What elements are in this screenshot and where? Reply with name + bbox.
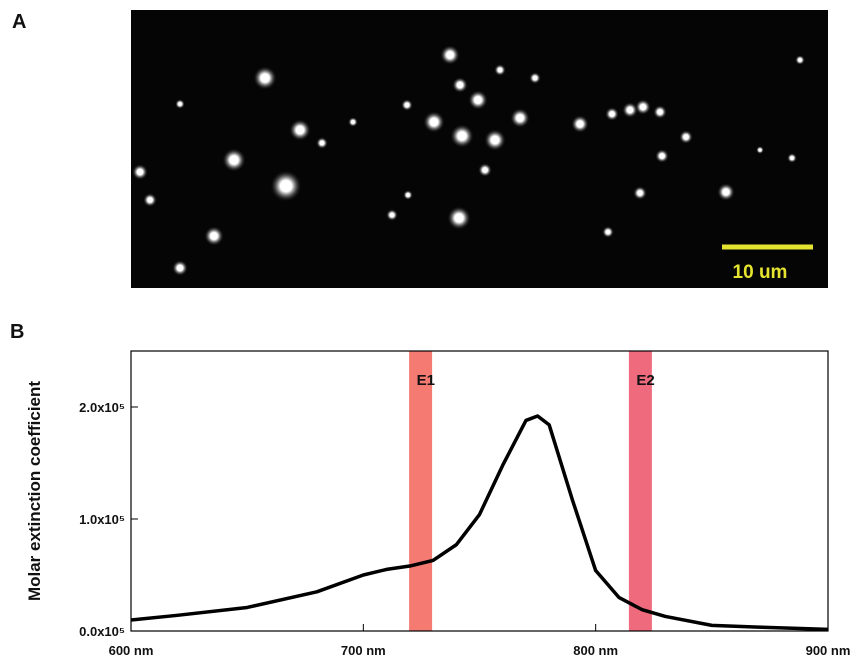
- excitation-band: [628, 351, 652, 631]
- excitation-band: [409, 351, 433, 631]
- particles: [132, 45, 805, 276]
- x-tick-label: 900 nm: [806, 643, 851, 658]
- y-tick-label: 2.0x10⁵: [79, 400, 125, 415]
- y-tick-label: 0.0x10⁵: [79, 624, 125, 639]
- x-tick-label: 700 nm: [341, 643, 386, 658]
- band-label: E1: [417, 372, 435, 389]
- panel-label: B: [10, 321, 24, 343]
- scale-bar-label: 10 um: [733, 262, 788, 283]
- y-axis-label: Molar extinction coefficient: [25, 381, 44, 601]
- band-label: E2: [636, 372, 654, 389]
- data-line: [130, 414, 829, 632]
- plot-frame: [130, 350, 829, 632]
- x-tick-label: 600 nm: [109, 643, 154, 658]
- panel-label: A: [12, 11, 26, 33]
- x-tick-label: 800 nm: [573, 643, 618, 658]
- y-tick-label: 1.0x10⁵: [79, 512, 125, 527]
- plot: E1 E2 600 nm 700 nm 800 nm 900 nm 0.0x10⁵ 1.0x1…: [79, 350, 851, 658]
- micrograph: [131, 10, 828, 288]
